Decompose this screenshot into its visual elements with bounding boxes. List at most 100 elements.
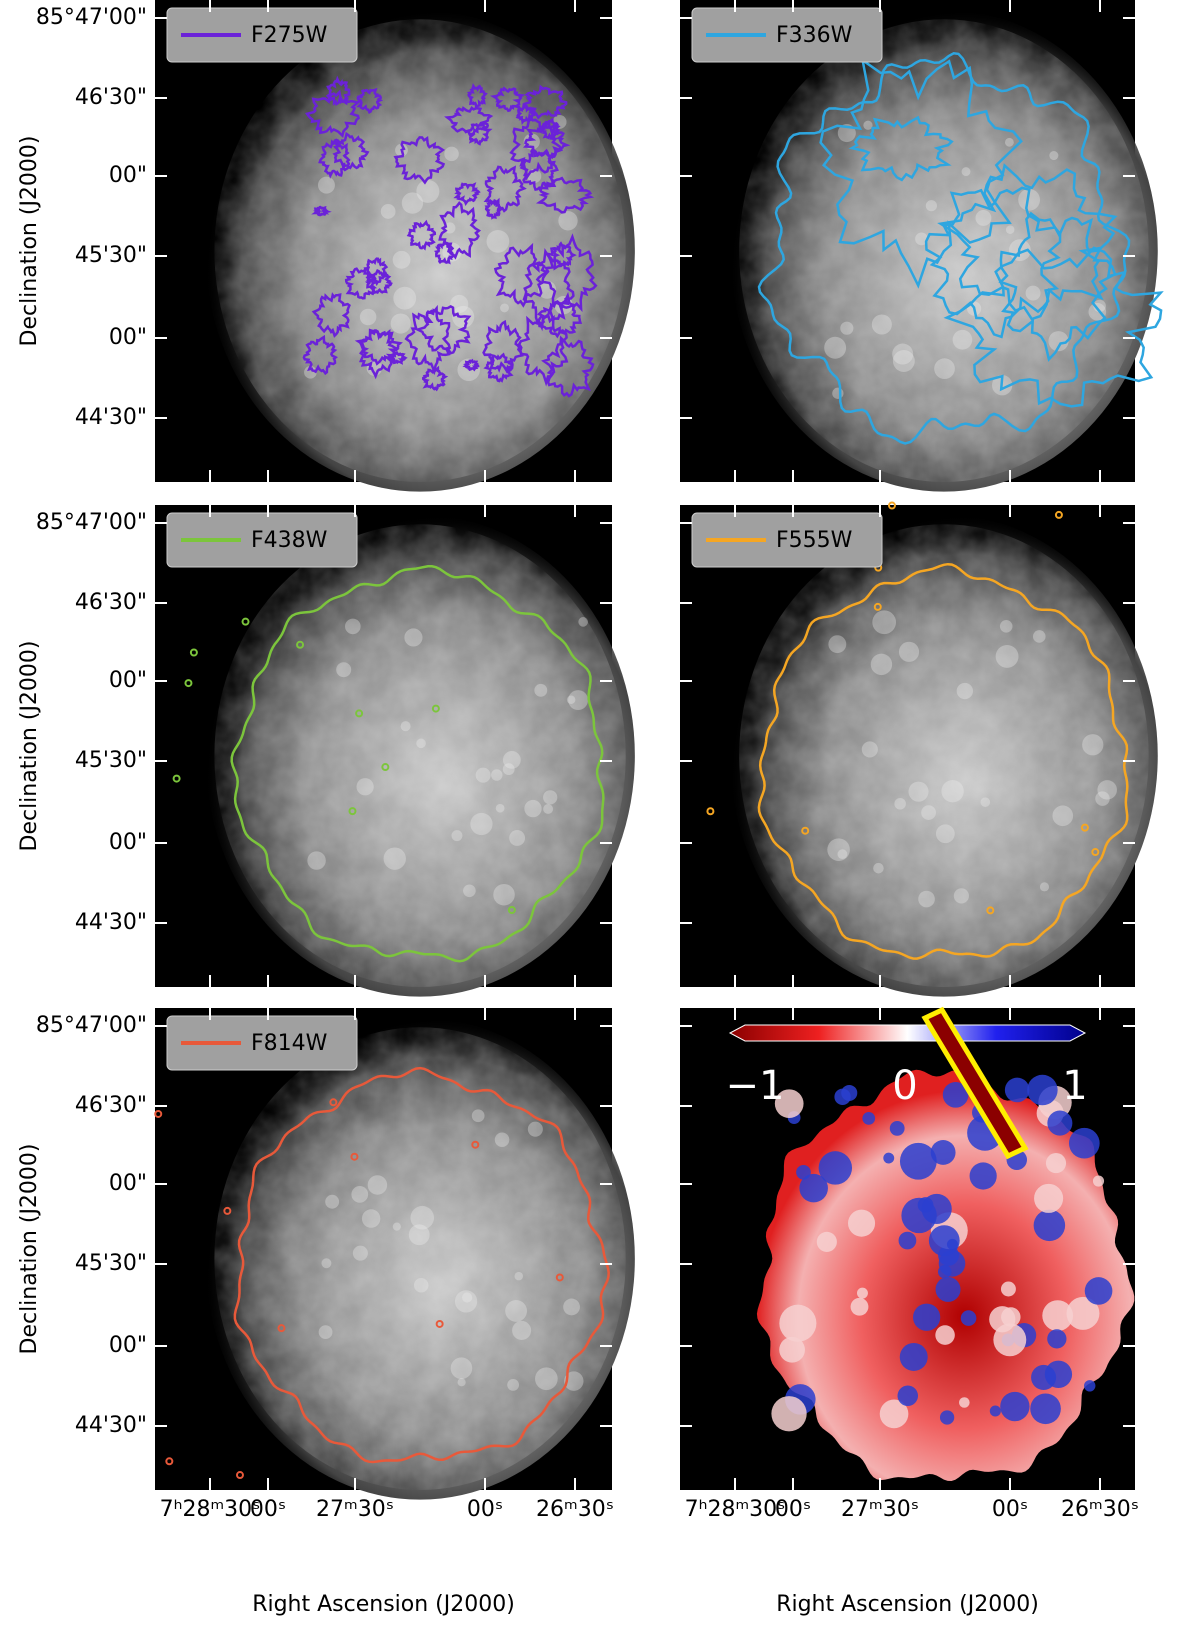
bright-knot	[325, 1194, 340, 1209]
bright-knot	[413, 1278, 429, 1293]
contour-dot	[277, 1324, 286, 1333]
bright-knot	[512, 1320, 532, 1340]
ratio-blob	[847, 1209, 876, 1237]
bright-knot	[980, 797, 991, 807]
contour	[819, 57, 1023, 289]
image-texture	[739, 524, 1149, 987]
contour-dot	[189, 648, 198, 657]
contour	[522, 247, 575, 325]
bright-knot	[908, 781, 929, 802]
bright-knot	[568, 690, 589, 711]
bright-knot	[524, 799, 542, 818]
contour	[363, 257, 389, 287]
bright-knot	[304, 366, 317, 379]
ratio-blob	[899, 1142, 937, 1180]
ratio-blob	[897, 1385, 919, 1406]
y-tick-label: 00"	[109, 1171, 147, 1196]
panel: F438W	[155, 505, 635, 997]
bright-knot	[462, 1292, 473, 1303]
contour	[536, 301, 583, 339]
bright-knot	[514, 1271, 524, 1281]
bright-knot	[367, 1175, 388, 1195]
legend-box	[166, 1015, 358, 1071]
contour	[489, 86, 526, 113]
y-tick-label: 00"	[109, 1333, 147, 1358]
bright-knot	[494, 1132, 510, 1148]
bright-knot	[380, 204, 396, 219]
bright-knot	[861, 741, 878, 758]
bright-knot	[527, 1121, 543, 1137]
legend-box	[691, 512, 883, 568]
ratio-blob	[799, 1173, 828, 1203]
bright-knot	[507, 1378, 520, 1391]
legend-label: F336W	[776, 23, 853, 48]
contour	[302, 334, 338, 376]
bright-knot	[956, 682, 974, 700]
ratio-blob	[889, 1120, 905, 1136]
bright-knot	[934, 358, 955, 380]
colorbar-tick-label: −1	[726, 1063, 785, 1109]
bright-knot	[975, 209, 992, 226]
bright-knot	[953, 888, 969, 904]
bright-knot	[961, 167, 971, 177]
bright-knot	[361, 1209, 381, 1228]
bright-knot	[450, 294, 469, 314]
panel: F275W	[155, 0, 635, 492]
bright-knot	[952, 329, 973, 350]
bright-knot	[359, 308, 377, 326]
bright-knot	[307, 851, 326, 870]
ratio-blob	[1068, 1127, 1100, 1159]
contour	[344, 266, 380, 300]
bright-knot	[486, 229, 510, 253]
contour-dot	[329, 1098, 338, 1107]
contour-dot	[435, 1319, 444, 1328]
x-tick-label: 00ˢ	[467, 1497, 503, 1522]
contour	[305, 89, 361, 139]
contour	[509, 112, 564, 182]
image-texture	[214, 1027, 626, 1490]
contour	[541, 233, 598, 313]
ratio-blob	[774, 1089, 804, 1119]
bright-knot	[918, 890, 935, 908]
bright-knot	[870, 653, 893, 676]
bright-knot	[383, 847, 406, 870]
ratio-blob	[779, 1304, 817, 1342]
contour	[924, 186, 1062, 339]
bright-knot	[1049, 151, 1059, 161]
contour-dot	[223, 1206, 232, 1215]
contour	[434, 238, 455, 265]
bright-knot	[1082, 734, 1104, 756]
contour	[453, 182, 481, 206]
bright-knot	[321, 1258, 332, 1269]
bright-knot	[894, 797, 906, 810]
bright-knot	[892, 343, 914, 365]
contour-dot	[555, 1273, 564, 1282]
bright-knot	[318, 1325, 333, 1340]
x-tick-label: 00ˢ	[250, 1497, 286, 1522]
contour-dot	[165, 1457, 174, 1466]
bright-knot	[827, 838, 850, 861]
bright-knot	[351, 1185, 369, 1203]
contour	[483, 165, 527, 213]
contour	[937, 163, 1118, 321]
contour	[356, 87, 384, 114]
panel: F555W	[680, 501, 1158, 997]
bright-knot	[578, 617, 588, 627]
ratio-blob	[771, 1396, 807, 1432]
contour-dot	[355, 709, 364, 718]
contour	[757, 562, 1129, 960]
legend-label: F438W	[251, 528, 328, 553]
bright-knot	[564, 1371, 584, 1391]
contour	[444, 106, 494, 136]
ratio-blob	[921, 1193, 952, 1225]
contour-dot	[348, 807, 357, 816]
contour	[482, 319, 524, 374]
contour-dot	[350, 1152, 359, 1161]
contour	[311, 292, 351, 338]
bright-knot	[352, 1245, 368, 1261]
ratio-blob	[834, 1088, 851, 1105]
x-axis-label: Right Ascension (J2000)	[252, 1592, 515, 1617]
ratio-blob	[856, 1287, 868, 1299]
bright-knot	[400, 721, 411, 732]
x-tick-label: 00ˢ	[992, 1497, 1028, 1522]
